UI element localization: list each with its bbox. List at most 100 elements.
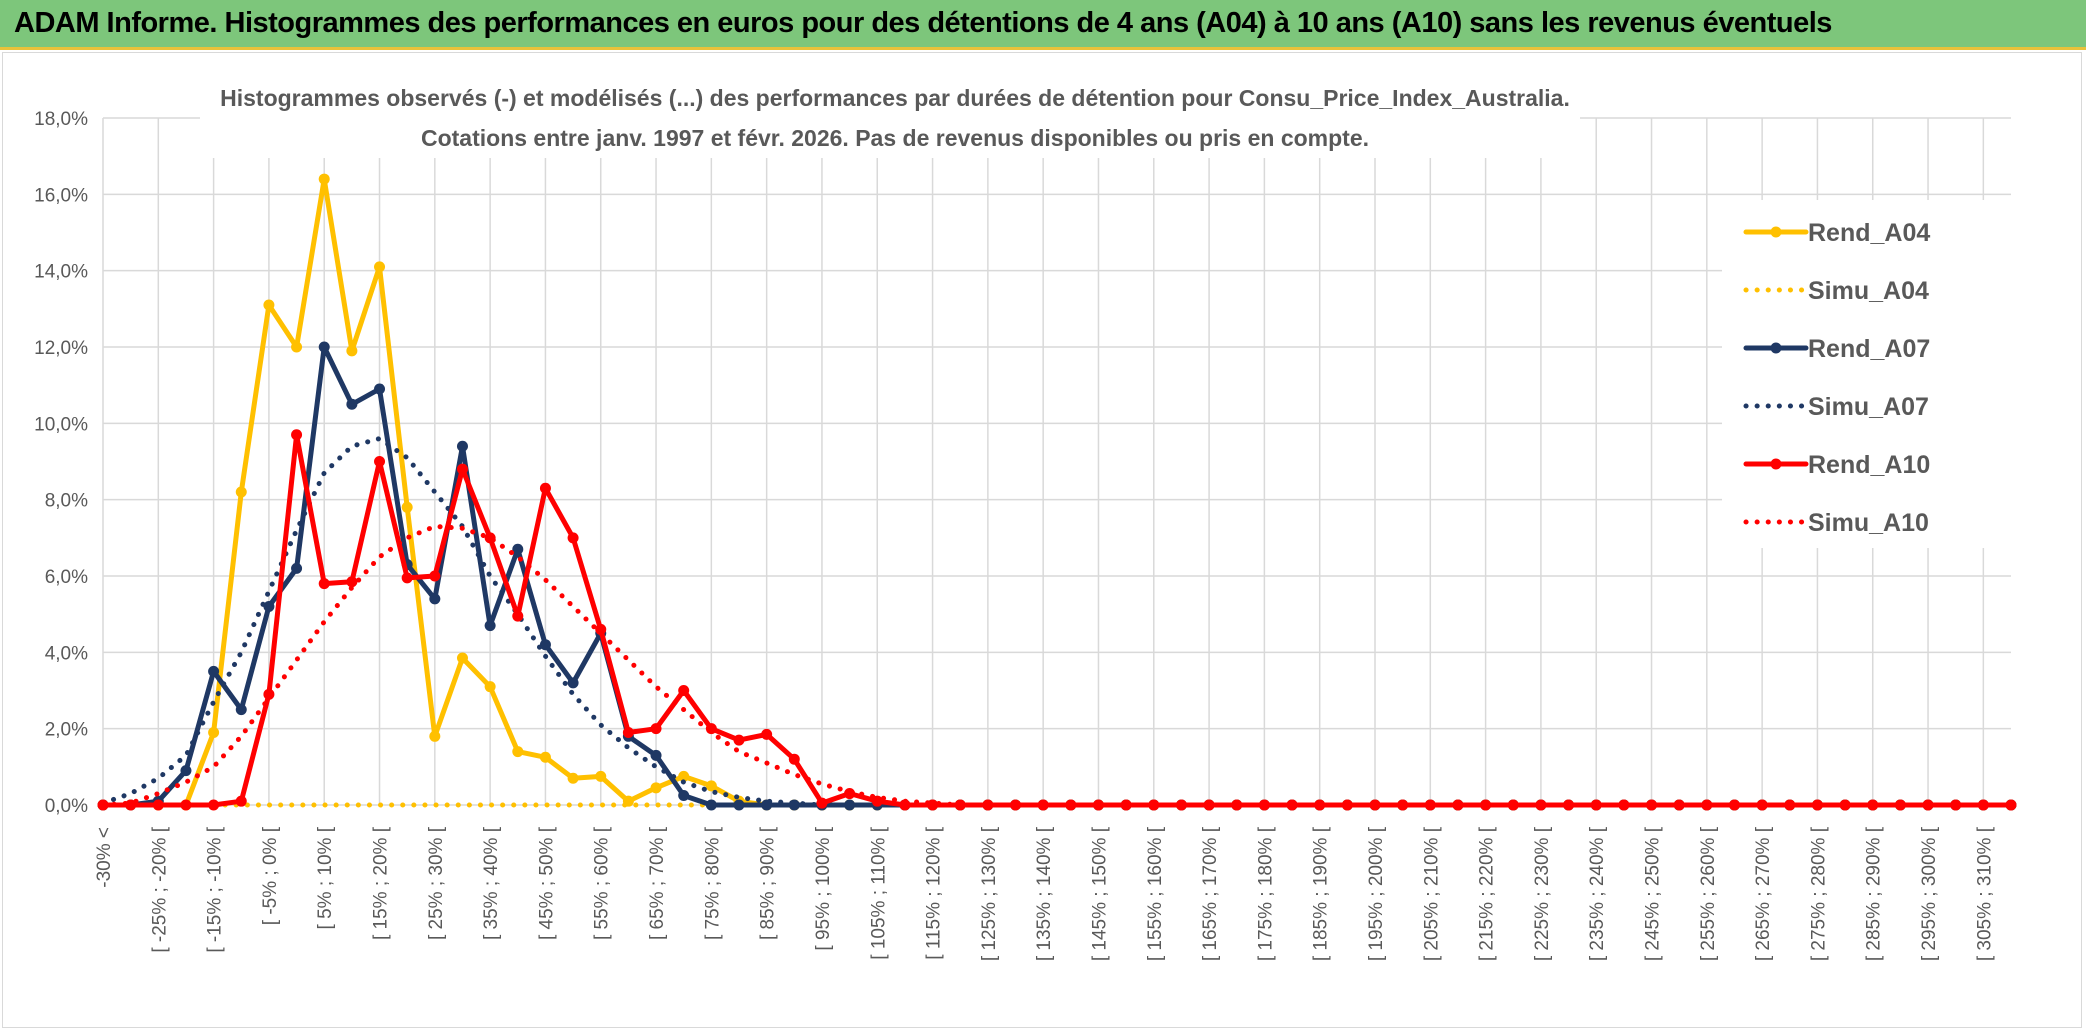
data-point-rend-a04 [235,486,247,498]
legend: Rend_A04 Simu_A04 Rend_A07 Simu_A07 Rend_A10… [1722,200,2012,548]
x-tick-label: [ 105% ; 110% [ [868,826,889,959]
y-tick-label: 14,0% [34,262,88,283]
x-tick-label: [ 65% ; 70% [ [647,826,668,940]
x-tick-label: [ 85% ; 90% [ [758,826,779,940]
data-point-rend-a10 [1590,799,1602,811]
x-tick-label: [ 55% ; 60% [ [592,826,613,940]
x-tick-label: [ 145% ; 150% [ [1089,826,1110,961]
data-point-rend-a10 [291,429,303,441]
chart-title-line2: Cotations entre janv. 1997 et févr. 2026… [421,125,1369,151]
x-axis-ticks: -30% < [ -25% ; -20% [[ -15% ; -10% [[ -5… [94,826,1995,961]
data-point-rend-a10 [346,576,358,588]
x-tick-label: -30% < [94,827,115,888]
data-point-rend-a10 [1950,799,1962,811]
data-point-rend-a10 [761,728,773,740]
x-tick-label: [ -5% ; 0% [ [260,826,281,925]
x-tick-label: [ 135% ; 140% [ [1034,826,1055,961]
y-tick-label: 12,0% [34,338,88,359]
x-tick-label: [ -15% ; -10% [ [205,826,226,952]
legend-label-simu-a07: Simu_A07 [1808,393,1929,421]
data-point-rend-a10 [1369,799,1381,811]
data-point-rend-a10 [456,463,468,475]
data-point-rend-a10 [429,570,441,582]
legend-marker-rend-a04 [1770,226,1782,238]
report-banner: ADAM Informe. Histogrammes des performan… [0,0,2086,50]
y-tick-label: 2,0% [45,720,88,741]
x-tick-label: [ 215% ; 220% [ [1477,826,1498,961]
data-point-rend-a10 [125,799,137,811]
x-tick-label: [ 5% ; 10% [ [315,826,336,929]
data-point-rend-a07 [318,341,330,353]
data-point-rend-a10 [208,799,220,811]
data-point-rend-a10 [871,795,883,807]
chart-frame [2,52,2082,1028]
data-point-rend-a04 [539,751,551,763]
data-point-rend-a04 [263,299,275,311]
data-point-rend-a07 [733,799,745,811]
x-tick-label: [ 205% ; 210% [ [1421,826,1442,961]
y-tick-label: 16,0% [34,185,88,206]
data-point-rend-a07 [484,620,496,632]
data-point-rend-a10 [2005,799,2017,811]
data-point-rend-a10 [622,726,634,738]
x-tick-label: [ 35% ; 40% [ [481,826,502,940]
x-tick-label: [ 245% ; 250% [ [1643,826,1664,961]
data-point-rend-a07 [291,562,303,574]
data-point-rend-a04 [484,681,496,693]
x-tick-label: [ 305% ; 310% [ [1974,826,1995,961]
data-point-rend-a04 [512,746,524,758]
data-point-rend-a10 [1839,799,1851,811]
x-tick-label: [ 95% ; 100% [ [813,826,834,950]
data-point-rend-a04 [318,173,330,185]
legend-label-rend-a04: Rend_A04 [1808,219,1930,247]
data-point-rend-a10 [1148,799,1160,811]
x-tick-label: [ 75% ; 80% [ [702,826,723,940]
data-point-rend-a10 [1728,799,1740,811]
data-point-rend-a10 [235,795,247,807]
grid [102,117,2011,806]
x-tick-label: [ 255% ; 260% [ [1698,826,1719,961]
data-point-rend-a07 [346,398,358,410]
x-tick-label: [ 275% ; 280% [ [1808,826,1829,961]
data-point-rend-a07 [705,799,717,811]
y-tick-label: 0,0% [45,796,88,817]
data-point-rend-a10 [1563,799,1575,811]
data-point-rend-a07 [456,440,468,452]
data-point-rend-a10 [1203,799,1215,811]
data-point-rend-a10 [512,610,524,622]
data-point-rend-a10 [1314,799,1326,811]
data-point-rend-a10 [1258,799,1270,811]
data-point-rend-a07 [263,601,275,613]
legend-box [1722,200,2012,548]
data-point-rend-a04 [705,780,717,792]
x-tick-label: [ 175% ; 180% [ [1255,826,1276,961]
data-point-rend-a04 [401,501,413,513]
data-point-rend-a04 [456,652,468,664]
x-tick-label: [ 285% ; 290% [ [1864,826,1885,961]
data-point-rend-a07 [235,704,247,716]
legend-marker-rend-a10 [1770,458,1782,470]
chart-title-line1: Histogrammes observés (-) et modélisés (… [220,85,1570,111]
report-title: ADAM Informe. Histogrammes des performan… [14,7,1832,39]
data-point-rend-a07 [180,765,192,777]
title-backdrop [200,78,1580,158]
x-tick-label: [ 235% ; 240% [ [1587,826,1608,961]
legend-label-simu-a10: Simu_A10 [1808,509,1929,537]
data-point-rend-a10 [1618,799,1630,811]
data-point-rend-a04 [429,730,441,742]
data-point-rend-a07 [208,665,220,677]
y-tick-label: 8,0% [45,491,88,512]
data-point-rend-a10 [180,799,192,811]
data-point-rend-a10 [152,799,164,811]
x-tick-label: [ 225% ; 230% [ [1532,826,1553,961]
x-tick-label: [ 15% ; 20% [ [371,826,392,940]
data-point-rend-a10 [374,456,386,467]
legend-label-rend-a10: Rend_A10 [1808,451,1930,479]
data-point-rend-a10 [1535,799,1547,811]
data-point-rend-a04 [595,770,607,782]
data-point-rend-a10 [1894,799,1906,811]
x-tick-label: [ 195% ; 200% [ [1366,826,1387,961]
data-point-rend-a04 [374,261,386,273]
data-point-rend-a10 [1784,799,1796,811]
